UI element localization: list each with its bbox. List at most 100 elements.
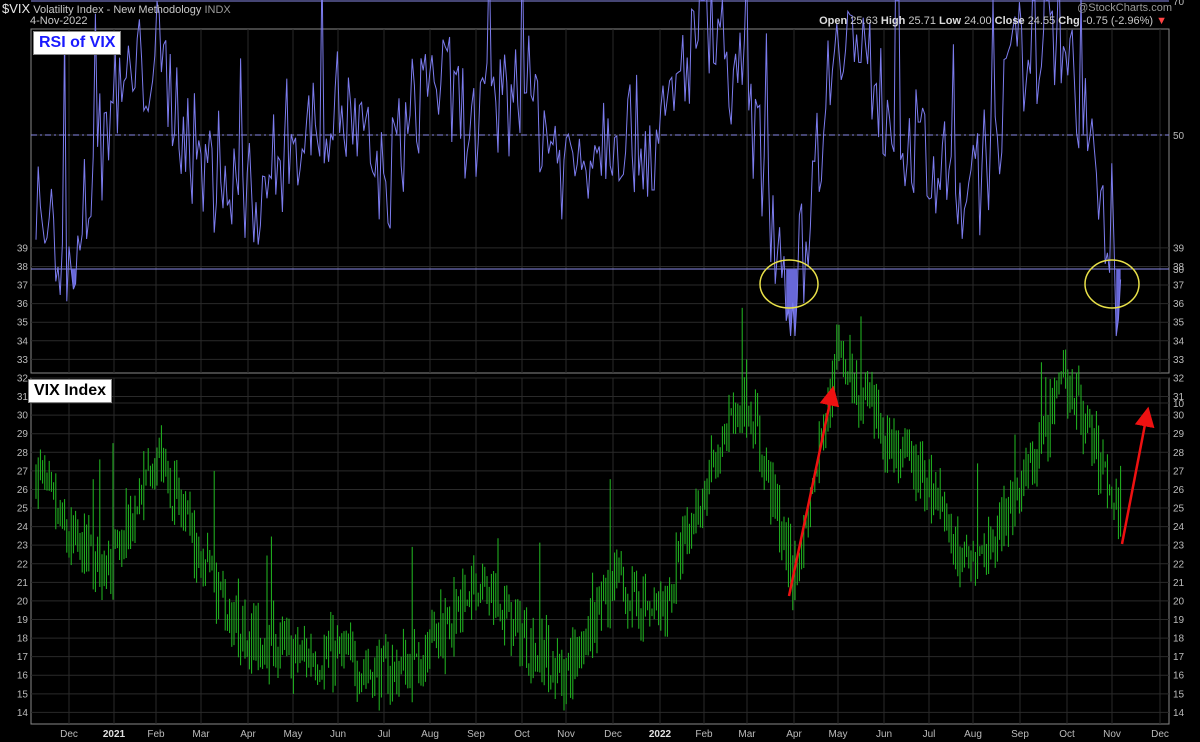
xtick-Feb: Feb [695, 729, 713, 740]
xtick-Mar: Mar [738, 729, 756, 740]
xtick-Jun: Jun [330, 729, 346, 740]
xtick-2022: 2022 [649, 729, 672, 740]
xtick-Dec: Dec [1151, 729, 1169, 740]
vix-ytick-left-19: 19 [17, 615, 29, 626]
xtick-Jul: Jul [378, 729, 391, 740]
vix-ytick-right-35: 35 [1173, 318, 1185, 329]
xtick-Oct: Oct [1059, 729, 1075, 740]
annotation-arrow-2 [1120, 406, 1155, 545]
rsi-ytick-50: 50 [1173, 131, 1185, 142]
vix-ytick-right-39: 39 [1173, 243, 1185, 254]
rsi-ytick-30: 30 [1173, 265, 1185, 276]
xtick-Feb: Feb [147, 729, 165, 740]
vix-ytick-left-17: 17 [17, 652, 29, 663]
close-value: 24.55 [1027, 15, 1056, 27]
open-value: 25.63 [850, 15, 878, 27]
rsi-overbought-fill [896, 0, 899, 1]
vix-ytick-right-20: 20 [1173, 596, 1185, 607]
vix-ytick-left-37: 37 [17, 281, 29, 292]
xtick-Sep: Sep [467, 729, 485, 740]
header-left: $VIX Volatility Index - New Methodology … [2, 1, 231, 16]
xtick-May: May [829, 729, 848, 740]
vix-ytick-left-38: 38 [17, 262, 29, 273]
xtick-Aug: Aug [964, 729, 982, 740]
vix-ytick-left-25: 25 [17, 504, 29, 515]
vix-ytick-left-39: 39 [17, 243, 29, 254]
open-label: Open [819, 15, 848, 27]
xtick-Nov: Nov [1103, 729, 1121, 740]
rsi-ytick-70: 70 [1173, 0, 1185, 8]
exchange: INDX [204, 4, 231, 16]
vix-ytick-left-16: 16 [17, 671, 29, 682]
vix-ytick-right-34: 34 [1173, 336, 1185, 347]
vix-ytick-left-36: 36 [17, 299, 29, 310]
rsi-extreme-fills [71, 0, 1121, 336]
vix-ytick-right-24: 24 [1173, 522, 1185, 533]
vix-ytick-right-19: 19 [1173, 615, 1185, 626]
xtick-Jun: Jun [876, 729, 892, 740]
vix-ytick-right-32: 32 [1173, 373, 1185, 384]
rsi-line [35, 0, 1122, 337]
xtick-Oct: Oct [514, 729, 530, 740]
vix-ytick-right-14: 14 [1173, 708, 1185, 719]
vix-ytick-left-26: 26 [17, 485, 29, 496]
vix-ytick-right-26: 26 [1173, 485, 1185, 496]
vix-ytick-left-28: 28 [17, 448, 29, 459]
chg-value: -0.75 (-2.96%) [1082, 15, 1154, 27]
xtick-Dec: Dec [60, 729, 78, 740]
vix-ytick-right-18: 18 [1173, 634, 1185, 645]
xtick-Apr: Apr [786, 729, 802, 740]
header-date: 4-Nov-2022 [30, 15, 87, 27]
rsi-panel-label: RSI of VIX [33, 31, 122, 55]
rsi-overbought-fill [700, 0, 705, 1]
vix-ytick-right-29: 29 [1173, 429, 1185, 440]
vix-ytick-left-35: 35 [17, 318, 29, 329]
annotation-arrow-1 [787, 385, 840, 597]
vix-ytick-right-33: 33 [1173, 355, 1185, 366]
annotation-circle-1 [759, 259, 819, 309]
rsi-overbought-fill [1045, 0, 1048, 1]
high-label: High [880, 15, 906, 27]
vix-ytick-left-34: 34 [17, 336, 29, 347]
rsi-ytick-10: 10 [1173, 399, 1185, 410]
vix-ytick-right-22: 22 [1173, 559, 1185, 570]
ohlc-readout: Open 25.63 High 25.71 Low 24.00 Close 24… [819, 15, 1167, 27]
xtick-2021: 2021 [103, 729, 126, 740]
vix-ytick-left-21: 21 [17, 578, 29, 589]
vix-ytick-right-16: 16 [1173, 671, 1185, 682]
xtick-Nov: Nov [557, 729, 575, 740]
rsi-oversold-fill [1116, 269, 1121, 336]
xtick-Dec: Dec [604, 729, 622, 740]
low-value: 24.00 [964, 15, 992, 27]
watermark: @StockCharts.com [1077, 2, 1172, 14]
vix-ytick-right-30: 30 [1173, 411, 1185, 422]
vix-ytick-right-37: 37 [1173, 281, 1185, 292]
vix-ytick-left-22: 22 [17, 559, 29, 570]
vix-ytick-left-30: 30 [17, 411, 29, 422]
index-name: Volatility Index - New Methodology [33, 4, 202, 16]
xtick-Aug: Aug [421, 729, 439, 740]
symbol: $VIX [2, 1, 31, 16]
vix-ytick-right-28: 28 [1173, 448, 1185, 459]
vix-ytick-left-33: 33 [17, 355, 29, 366]
vix-panel-frame [30, 377, 1170, 725]
rsi-oversold-fill [786, 269, 798, 336]
xtick-Apr: Apr [240, 729, 256, 740]
vix-ytick-left-31: 31 [17, 392, 29, 403]
vix-ytick-left-29: 29 [17, 429, 29, 440]
date: 4-Nov-2022 [30, 15, 88, 27]
chg-label: Chg [1058, 15, 1080, 27]
high-value: 25.71 [908, 15, 936, 27]
xtick-Mar: Mar [192, 729, 210, 740]
chg-down-icon: ▼ [1156, 15, 1167, 27]
close-label: Close [994, 15, 1025, 27]
vix-ytick-right-31: 31 [1173, 392, 1185, 403]
vix-ytick-right-27: 27 [1173, 466, 1185, 477]
vix-ytick-right-38: 38 [1173, 262, 1185, 273]
vix-ytick-right-25: 25 [1173, 504, 1185, 515]
vix-ytick-right-23: 23 [1173, 541, 1185, 552]
vix-ytick-left-18: 18 [17, 634, 29, 645]
xtick-Jul: Jul [923, 729, 936, 740]
vix-ytick-left-15: 15 [17, 689, 29, 700]
